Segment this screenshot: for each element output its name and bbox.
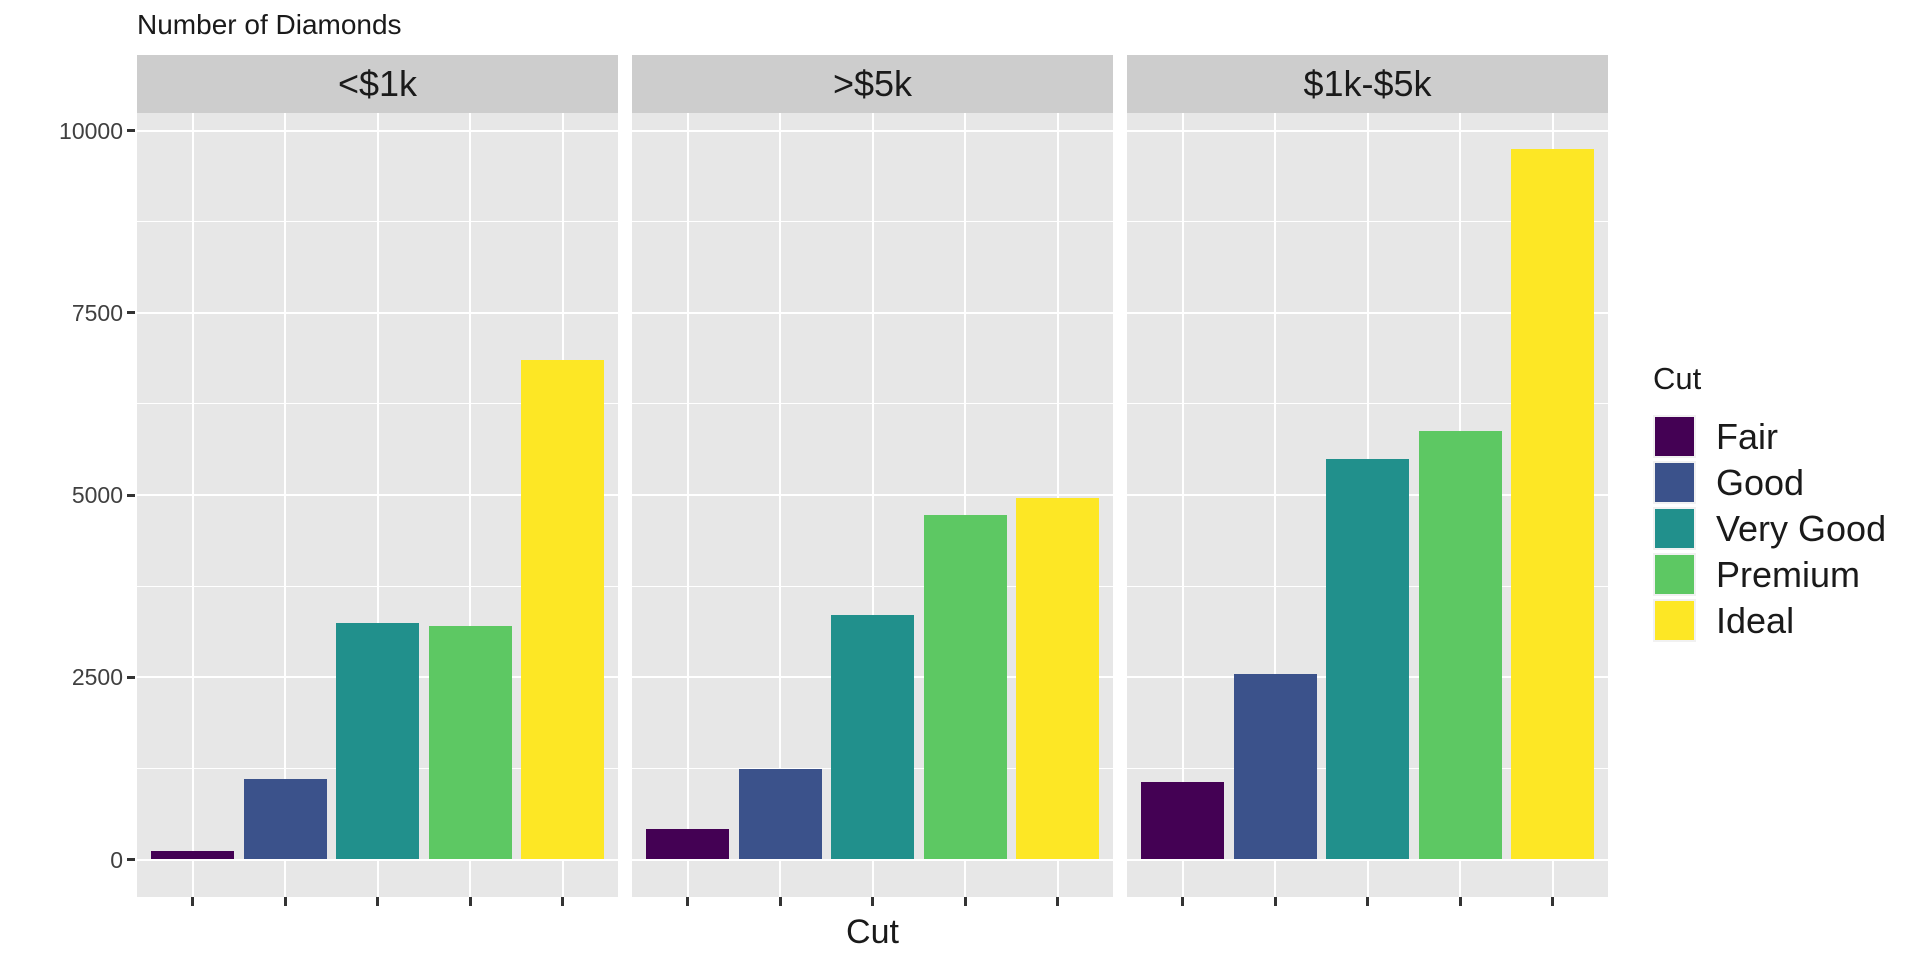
bar-1k-premium xyxy=(428,626,512,860)
bar-1k-fair xyxy=(151,850,234,860)
y-axis-label-7500: 7500 xyxy=(71,299,123,326)
legend-entry-very-good: Very Good xyxy=(1653,507,1886,550)
x-axis-tick-5k-ideal xyxy=(1056,897,1059,906)
gridline-major-v xyxy=(469,113,471,897)
x-axis-tick-5k-fair xyxy=(686,897,689,906)
legend-entry-premium: Premium xyxy=(1653,553,1886,596)
x-axis-tick-1k-5k-very-good xyxy=(1366,897,1369,906)
x-axis-tick-1k-5k-premium xyxy=(1458,897,1462,906)
x-axis-tick-1k-5k-fair xyxy=(1181,897,1184,906)
bar-5k-fair xyxy=(646,828,729,860)
bar-1k-very-good xyxy=(336,622,419,860)
y-axis-tick-5000 xyxy=(127,493,135,497)
y-axis-tick-0 xyxy=(127,858,135,861)
gridline-major-v xyxy=(191,113,194,897)
y-axis-tick-2500 xyxy=(127,675,135,679)
legend-entry-fair: Fair xyxy=(1653,415,1886,458)
legend-entry-good: Good xyxy=(1653,461,1886,504)
gridline-major-v xyxy=(964,113,966,897)
legend-swatch-good xyxy=(1655,463,1694,502)
y-axis-label-10000: 10000 xyxy=(59,117,123,144)
bar-5k-ideal xyxy=(1016,497,1099,860)
gridline-major-v xyxy=(871,113,874,897)
facet-panel-1k xyxy=(137,113,618,897)
legend-swatch-premium xyxy=(1655,555,1694,594)
facet-strip-1k: <$1k xyxy=(137,55,618,113)
legend-key-fair xyxy=(1653,415,1696,458)
legend-key-very-good xyxy=(1653,507,1696,550)
bar-1k-5k-ideal xyxy=(1511,149,1594,860)
bar-1k-5k-fair xyxy=(1141,782,1224,860)
bar-5k-premium xyxy=(923,515,1007,860)
x-axis-tick-1k-premium xyxy=(468,897,472,906)
y-axis-label-2500: 2500 xyxy=(71,664,123,691)
bar-1k-ideal xyxy=(521,360,604,860)
legend-swatch-ideal xyxy=(1655,601,1694,640)
x-axis-tick-1k-ideal xyxy=(561,897,564,906)
legend-label-premium: Premium xyxy=(1716,553,1861,595)
gridline-major-v xyxy=(1274,113,1276,897)
x-axis-tick-5k-premium xyxy=(963,897,967,906)
gridline-major-v xyxy=(686,113,689,897)
legend-label-ideal: Ideal xyxy=(1716,599,1795,641)
bar-5k-good xyxy=(738,769,822,860)
legend-label-good: Good xyxy=(1716,461,1805,503)
legend-swatch-very-good xyxy=(1655,509,1694,548)
plot-title: Number of Diamonds xyxy=(137,9,402,40)
y-axis-tick-10000 xyxy=(127,129,135,132)
legend-key-ideal xyxy=(1653,599,1696,642)
legend-entry-ideal: Ideal xyxy=(1653,599,1886,642)
bar-1k-good xyxy=(243,779,327,860)
facet-strip-1k-5k: $1k-$5k xyxy=(1127,55,1608,113)
legend-entries: Fair Good Very Good Premium Ideal xyxy=(1653,415,1886,642)
legend-key-good xyxy=(1653,461,1696,504)
x-axis-tick-5k-good xyxy=(778,897,782,906)
gridline-major-v xyxy=(779,113,781,897)
facet-strip-5k: >$5k xyxy=(632,55,1113,113)
x-axis-tick-5k-very-good xyxy=(871,897,874,906)
legend-swatch-fair xyxy=(1655,417,1694,456)
legend-label-fair: Fair xyxy=(1716,415,1778,457)
bar-1k-5k-very-good xyxy=(1326,458,1409,860)
x-axis-title: Cut xyxy=(846,913,899,951)
bar-1k-5k-good xyxy=(1233,673,1317,860)
y-axis-label-0: 0 xyxy=(110,846,123,873)
x-axis-tick-1k-very-good xyxy=(376,897,379,906)
legend: Cut Fair Good Very Good Premium Ideal xyxy=(1653,360,1886,645)
legend-label-very-good: Very Good xyxy=(1716,507,1887,549)
x-axis-tick-1k-5k-ideal xyxy=(1551,897,1554,906)
x-axis-tick-1k-good xyxy=(283,897,287,906)
y-axis-label-5000: 5000 xyxy=(71,482,123,508)
gridline-major-v xyxy=(376,113,379,897)
bar-1k-5k-premium xyxy=(1418,430,1502,860)
facet-panel-5k xyxy=(632,113,1113,897)
x-axis-tick-1k-fair xyxy=(191,897,194,906)
y-axis-tick-7500 xyxy=(127,311,135,315)
legend-title: Cut xyxy=(1653,361,1702,396)
x-axis-tick-1k-5k-good xyxy=(1273,897,1277,906)
gridline-major-v xyxy=(1181,113,1184,897)
bar-5k-very-good xyxy=(831,615,914,860)
legend-key-premium xyxy=(1653,553,1696,596)
facet-panel-1k-5k xyxy=(1127,113,1608,897)
gridline-major-v xyxy=(284,113,286,897)
